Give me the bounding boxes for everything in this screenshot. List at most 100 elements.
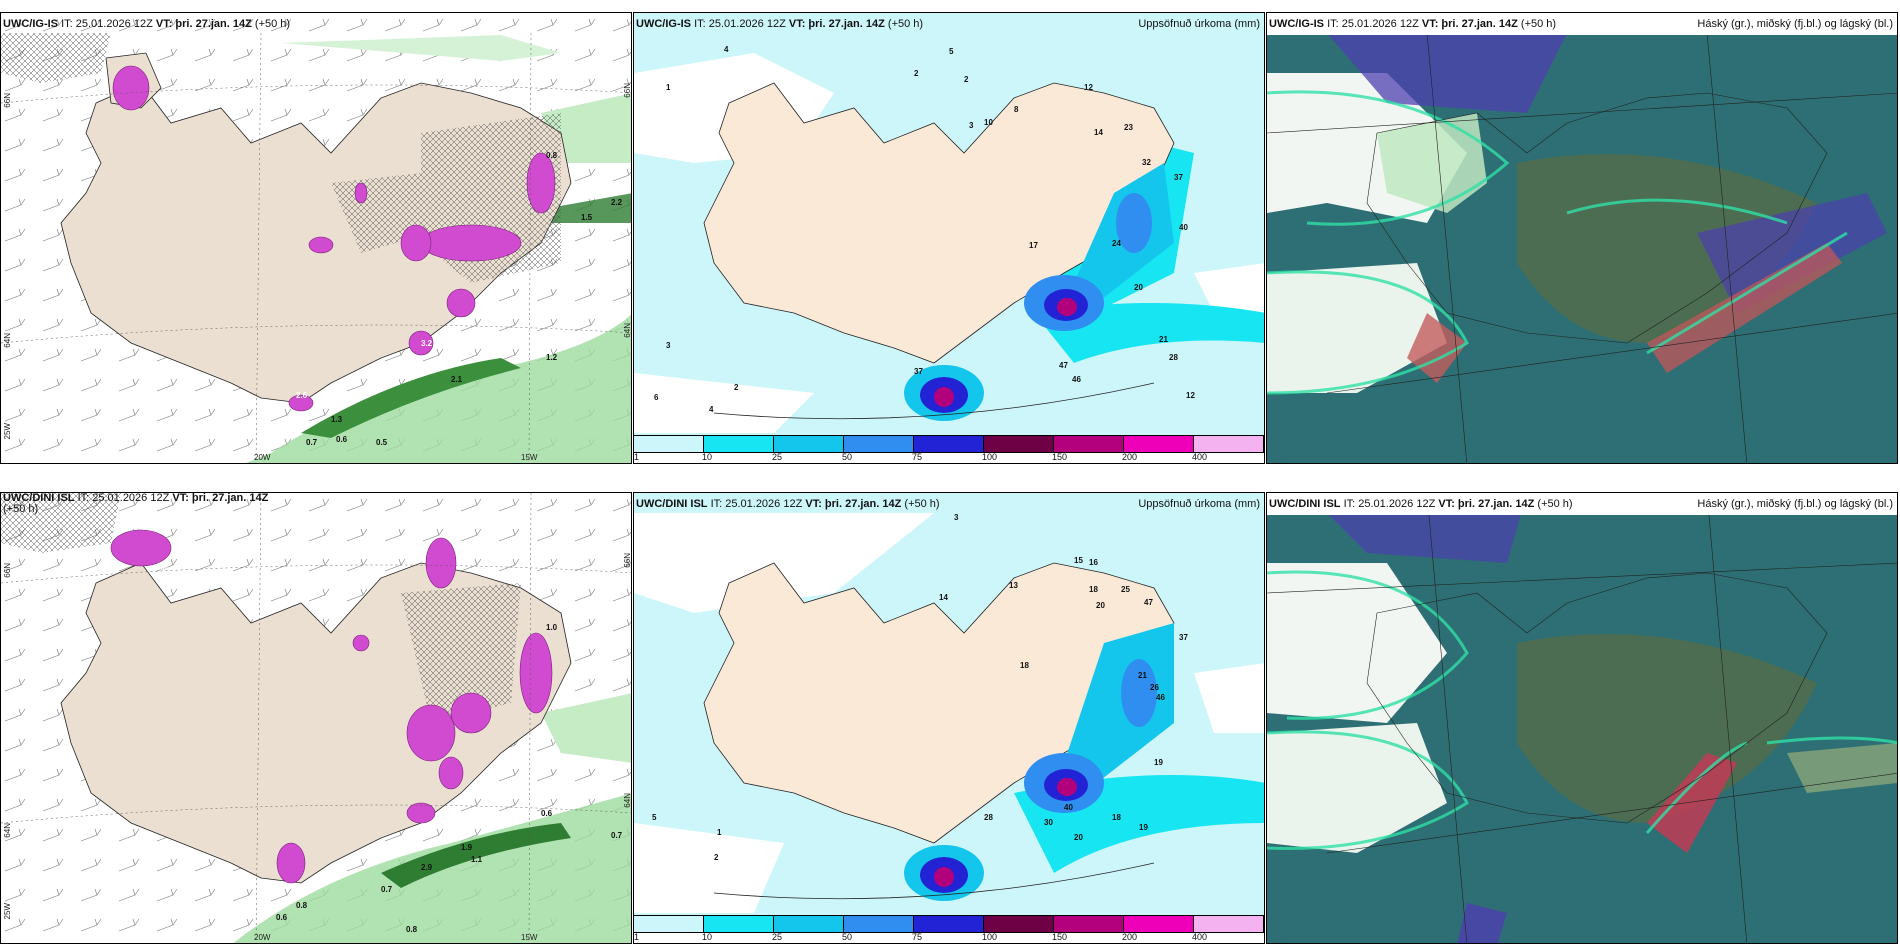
- visibility-value: 1.9: [461, 843, 473, 852]
- precip-value: 30: [1044, 818, 1053, 827]
- panel-header: UWC/DINI ISL IT: 25.01.2026 12Z VT: þri.…: [634, 493, 1264, 515]
- visibility-value: 1.0: [546, 623, 558, 632]
- map-panel-igis-visibility: UWC/IG-IS IT: 25.01.2026 12Z VT: þri. 27…: [0, 12, 632, 464]
- precip-value: 10: [984, 118, 993, 127]
- lon-label: 25W: [3, 423, 12, 440]
- valid-time: VT: þri. 27.jan. 14Z: [788, 18, 885, 30]
- visibility-value: 0.8: [546, 151, 558, 160]
- lon-label: 20W: [254, 933, 271, 942]
- map-panel-dini-clouds: UWC/DINI ISL IT: 25.01.2026 12Z VT: þri.…: [1266, 492, 1898, 944]
- lat-label: 66N: [623, 83, 632, 98]
- precip-value: 15: [1074, 556, 1083, 565]
- lat-label: 66N: [3, 563, 12, 578]
- colorbar-label: 75: [912, 452, 923, 462]
- init-time: IT: 25.01.2026 12Z: [710, 498, 803, 510]
- map-panel-dini-precipitation: UWC/DINI ISL IT: 25.01.2026 12Z VT: þri.…: [633, 492, 1265, 944]
- visibility-value: 2.1: [451, 375, 463, 384]
- init-time: IT: 25.01.2026 12Z: [694, 18, 786, 30]
- precip-value: 1: [717, 828, 722, 837]
- precip-value: 4: [724, 45, 729, 54]
- precip-colorbar: 1 10 25 50 75 100 150 200 400: [634, 435, 1264, 463]
- precip-value: 37: [914, 367, 923, 376]
- init-time: IT: 25.01.2026 12Z: [1327, 18, 1419, 30]
- map-canvas: [1, 493, 631, 943]
- colorbar-label: 75: [912, 932, 923, 942]
- panel-variable-title: Uppsöfnuð úrkoma (mm): [1138, 18, 1260, 30]
- precip-value: 2: [734, 383, 739, 392]
- precip-value: 4: [709, 405, 714, 414]
- visibility-value: 1.2: [546, 353, 558, 362]
- precip-value: 20: [1074, 833, 1083, 842]
- precip-value: 46: [1072, 375, 1081, 384]
- colorbar-label: 200: [1122, 452, 1138, 462]
- panel-header: UWC/IG-IS IT: 25.01.2026 12Z VT: þri. 27…: [634, 13, 1264, 35]
- precip-value: 20: [1134, 283, 1143, 292]
- colorbar-label: 25: [772, 452, 783, 462]
- colorbar-label: 200: [1122, 932, 1138, 942]
- precip-value: 28: [984, 813, 993, 822]
- precip-value: 2: [714, 853, 719, 862]
- colorbar-swatch: [1054, 436, 1124, 452]
- lon-label: 20W: [254, 453, 271, 462]
- colorbar-swatch: [914, 916, 984, 932]
- precip-value: 18: [1020, 661, 1029, 670]
- colorbar-swatch: [1124, 916, 1194, 932]
- lat-label: 64N: [3, 823, 12, 838]
- model-name: UWC/IG-IS: [3, 18, 58, 30]
- precip-value: 32: [1142, 158, 1151, 167]
- panel-header: UWC/IG-IS IT: 25.01.2026 12Z VT: þri. 27…: [1267, 13, 1897, 35]
- colorbar-label: 150: [1052, 452, 1068, 462]
- colorbar-swatch: [984, 916, 1054, 932]
- visibility-value: 0.7: [381, 885, 393, 894]
- precip-value: 14: [939, 593, 948, 602]
- colorbar-swatch: [1124, 436, 1194, 452]
- panel-header: UWC/IG-IS IT: 25.01.2026 12Z VT: þri. 27…: [1, 13, 631, 35]
- precip-value: 28: [1169, 353, 1178, 362]
- lead-time: (+50 h): [904, 498, 940, 510]
- colorbar-swatch: [704, 436, 774, 452]
- precip-value: 19: [1139, 823, 1148, 832]
- colorbar-swatch: [634, 916, 704, 932]
- visibility-value: 3.2: [421, 339, 433, 348]
- colorbar-label: 10: [702, 932, 713, 942]
- colorbar-label: 1: [634, 932, 640, 942]
- precip-value: 18: [1089, 585, 1098, 594]
- lat-label: 66N: [3, 93, 12, 108]
- colorbar-swatch: [774, 436, 844, 452]
- precip-value: 25: [1121, 585, 1130, 594]
- precip-value: 24: [1112, 239, 1121, 248]
- colorbar-swatch: [704, 916, 774, 932]
- init-time: IT: 25.01.2026 12Z: [61, 18, 153, 30]
- visibility-value: 0.6: [336, 435, 348, 444]
- precip-value: 1: [666, 83, 671, 92]
- precip-value: 2: [914, 69, 919, 78]
- colorbar-label: 1: [634, 452, 640, 462]
- precip-value: 16: [1089, 558, 1098, 567]
- panel-variable-title: Háský (gr.), miðský (fj.bl.) og lágský (…: [1697, 498, 1893, 510]
- colorbar-swatch: [984, 436, 1054, 452]
- colorbar-label: 150: [1052, 932, 1068, 942]
- low-visibility-area: [301, 358, 521, 438]
- model-name: UWC/IG-IS: [636, 18, 691, 30]
- precip-value: 37: [1179, 633, 1188, 642]
- precip-value: 14: [1094, 128, 1103, 137]
- visibility-value: 0.5: [376, 438, 388, 447]
- colorbar-label: 100: [982, 932, 998, 942]
- valid-time: VT: þri. 27.jan. 14Z: [172, 493, 269, 504]
- model-name: UWC/DINI ISL: [1269, 498, 1341, 510]
- lat-label: 64N: [623, 323, 632, 338]
- lead-time: (+50 h): [1520, 18, 1557, 30]
- panel-header: UWC/DINI ISL IT: 25.01.2026 12Z VT: þri.…: [1267, 493, 1897, 515]
- colorbar-swatch: [774, 916, 844, 932]
- precip-value: 13: [1009, 581, 1018, 590]
- precip-value: 46: [1156, 693, 1165, 702]
- lon-label: 25W: [3, 903, 12, 920]
- colorbar-label: 50: [842, 452, 853, 462]
- model-name: UWC/DINI ISL: [3, 493, 75, 504]
- lat-label: 64N: [623, 793, 632, 808]
- visibility-value: 2.6: [296, 391, 308, 400]
- precip-value: 6: [654, 393, 659, 402]
- precip-value: 3: [954, 513, 959, 522]
- model-name: UWC/DINI ISL: [636, 498, 708, 510]
- visibility-value: 1.1: [471, 855, 483, 864]
